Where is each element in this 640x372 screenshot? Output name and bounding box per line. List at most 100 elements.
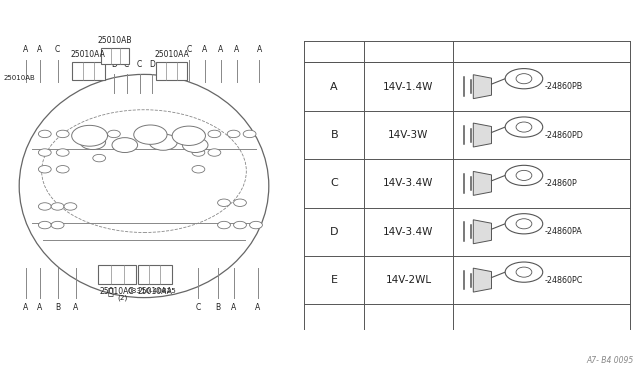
- Text: A: A: [202, 45, 207, 54]
- Circle shape: [218, 199, 230, 206]
- Bar: [156, 62, 187, 80]
- Ellipse shape: [505, 262, 543, 282]
- Circle shape: [208, 130, 221, 138]
- Circle shape: [93, 130, 106, 138]
- Text: E: E: [105, 267, 110, 276]
- Text: 25010AB: 25010AB: [3, 75, 35, 81]
- Circle shape: [227, 130, 240, 138]
- Bar: [72, 62, 105, 80]
- Circle shape: [38, 221, 51, 229]
- Text: C: C: [55, 45, 60, 54]
- Circle shape: [172, 126, 205, 145]
- Ellipse shape: [516, 74, 532, 84]
- Circle shape: [108, 130, 120, 138]
- Polygon shape: [474, 171, 492, 195]
- Circle shape: [80, 135, 106, 150]
- Text: A: A: [73, 303, 78, 312]
- Circle shape: [51, 203, 64, 210]
- Circle shape: [112, 138, 138, 153]
- Circle shape: [56, 130, 69, 138]
- Circle shape: [38, 203, 51, 210]
- Text: 08310-40825: 08310-40825: [128, 288, 177, 294]
- Circle shape: [56, 149, 69, 156]
- Text: B: B: [55, 303, 60, 312]
- Circle shape: [38, 149, 51, 156]
- Text: A: A: [255, 303, 260, 312]
- Text: A: A: [23, 45, 28, 54]
- Circle shape: [192, 130, 205, 138]
- Text: -24860P: -24860P: [545, 179, 577, 188]
- Polygon shape: [474, 123, 492, 147]
- Ellipse shape: [516, 267, 532, 277]
- Text: A: A: [37, 45, 42, 54]
- Polygon shape: [474, 75, 492, 99]
- Text: C: C: [196, 303, 201, 312]
- Text: -24860PA: -24860PA: [545, 227, 582, 236]
- Text: C: C: [330, 179, 338, 188]
- Text: 25010AA: 25010AA: [138, 287, 172, 296]
- Text: 25010AA: 25010AA: [71, 50, 106, 59]
- Text: A7- B4 0095: A7- B4 0095: [586, 356, 634, 365]
- Ellipse shape: [516, 219, 532, 229]
- Circle shape: [64, 203, 77, 210]
- Text: D: D: [149, 60, 156, 69]
- Text: 25010AB: 25010AB: [98, 36, 132, 45]
- Circle shape: [56, 166, 69, 173]
- Circle shape: [243, 130, 256, 138]
- Circle shape: [51, 221, 64, 229]
- Text: A: A: [234, 45, 239, 54]
- Text: A: A: [231, 303, 236, 312]
- Text: C: C: [124, 60, 129, 69]
- Text: A: A: [23, 303, 28, 312]
- Text: Ⓝ: Ⓝ: [108, 286, 114, 296]
- Circle shape: [192, 149, 205, 156]
- Ellipse shape: [516, 122, 532, 132]
- Text: D: D: [111, 60, 117, 69]
- Circle shape: [149, 134, 177, 150]
- Text: 14V-3.4W: 14V-3.4W: [383, 179, 434, 188]
- Text: -24860PC: -24860PC: [545, 276, 583, 285]
- Bar: [138, 265, 172, 284]
- Text: 14V-3W: 14V-3W: [388, 130, 429, 140]
- Bar: [98, 265, 136, 284]
- Text: 25010AA: 25010AA: [154, 50, 189, 59]
- Text: A: A: [37, 303, 42, 312]
- Ellipse shape: [505, 117, 543, 137]
- Circle shape: [218, 221, 230, 229]
- Text: 14V-3.4W: 14V-3.4W: [383, 227, 434, 237]
- Text: 14V-1.4W: 14V-1.4W: [383, 82, 434, 92]
- Text: A: A: [257, 45, 262, 54]
- Circle shape: [72, 125, 108, 146]
- Circle shape: [93, 154, 106, 162]
- Text: E: E: [331, 275, 338, 285]
- Circle shape: [182, 138, 208, 153]
- Circle shape: [38, 130, 51, 138]
- Text: C: C: [186, 45, 191, 54]
- Text: 14V-2WL: 14V-2WL: [385, 275, 431, 285]
- Circle shape: [250, 221, 262, 229]
- Bar: [101, 48, 129, 64]
- Polygon shape: [474, 220, 492, 244]
- Ellipse shape: [19, 74, 269, 298]
- Text: C: C: [137, 60, 142, 69]
- Text: A: A: [330, 82, 338, 92]
- Text: D: D: [330, 227, 339, 237]
- Text: -24860PD: -24860PD: [545, 131, 584, 140]
- Text: B: B: [330, 130, 338, 140]
- Circle shape: [208, 149, 221, 156]
- Ellipse shape: [505, 165, 543, 186]
- Circle shape: [234, 221, 246, 229]
- Ellipse shape: [516, 170, 532, 180]
- Circle shape: [234, 199, 246, 206]
- Polygon shape: [474, 268, 492, 292]
- Circle shape: [38, 166, 51, 173]
- Text: A: A: [218, 45, 223, 54]
- Circle shape: [192, 166, 205, 173]
- Circle shape: [134, 125, 167, 144]
- Text: (2): (2): [118, 294, 128, 301]
- Text: B: B: [215, 303, 220, 312]
- Ellipse shape: [505, 68, 543, 89]
- Text: 25010AC: 25010AC: [100, 287, 134, 296]
- Text: -24860PB: -24860PB: [545, 82, 583, 91]
- Ellipse shape: [505, 214, 543, 234]
